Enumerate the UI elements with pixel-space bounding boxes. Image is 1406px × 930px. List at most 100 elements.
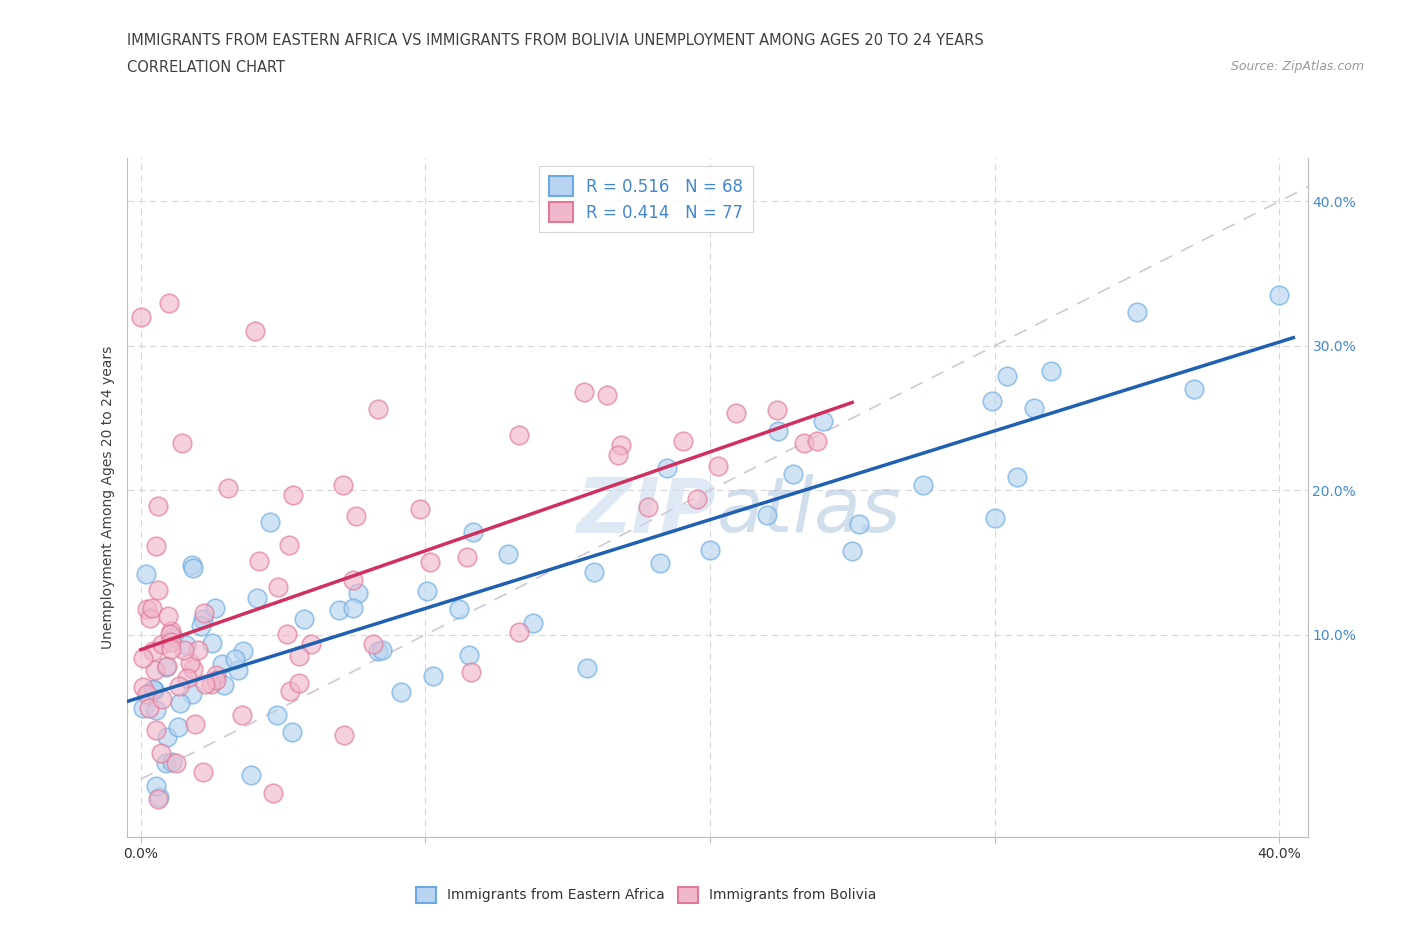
Point [212,678,235,693]
Legend: Immigrants from Eastern Africa, Immigrants from Bolivia: Immigrants from Eastern Africa, Immigran… [411,881,882,908]
Point [145,778,167,793]
Point [136,687,159,702]
Point [131,700,153,715]
Point [243,324,266,339]
Point [463,525,485,539]
Point [706,458,728,473]
Point [342,573,364,588]
Point [361,636,384,651]
Point [146,498,169,513]
Point [162,630,184,644]
Point [156,609,179,624]
Point [699,543,721,558]
Point [160,642,183,657]
Point [136,602,159,617]
Point [447,602,470,617]
Point [159,627,181,642]
Point [259,514,281,529]
Point [1268,287,1291,302]
Point [416,583,439,598]
Point [132,651,155,666]
Point [194,676,217,691]
Point [637,499,659,514]
Point [139,611,162,626]
Point [292,612,315,627]
Point [145,703,167,718]
Point [367,402,389,417]
Text: IMMIGRANTS FROM EASTERN AFRICA VS IMMIGRANTS FROM BOLIVIA UNEMPLOYMENT AMONG AGE: IMMIGRANTS FROM EASTERN AFRICA VS IMMIGR… [127,33,983,47]
Point [347,586,370,601]
Point [278,684,301,699]
Text: ZIP: ZIP [578,474,717,548]
Point [1182,381,1205,396]
Point [183,716,205,731]
Point [232,643,254,658]
Point [166,720,188,735]
Point [204,672,226,687]
Point [167,678,190,693]
Point [191,764,214,779]
Point [170,435,193,450]
Point [508,428,530,443]
Point [180,557,202,572]
Point [145,538,167,553]
Point [768,424,790,439]
Point [607,447,630,462]
Point [135,566,157,581]
Point [422,669,444,684]
Point [980,393,1002,408]
Point [205,667,228,682]
Point [283,487,305,502]
Point [246,591,269,605]
Point [328,603,350,618]
Point [143,683,166,698]
Point [200,677,222,692]
Point [160,754,183,769]
Point [193,605,215,620]
Point [201,635,224,650]
Point [522,616,544,631]
Point [456,550,478,565]
Point [287,648,309,663]
Point [344,508,367,523]
Point [278,538,301,552]
Point [142,644,165,658]
Point [367,644,389,658]
Point [806,434,828,449]
Point [141,601,163,616]
Point [160,623,183,638]
Point [841,544,863,559]
Point [226,662,249,677]
Point [187,643,209,658]
Point [143,663,166,678]
Point [371,643,394,658]
Point [266,579,288,594]
Point [782,466,804,481]
Point [129,310,152,325]
Point [766,402,789,417]
Point [148,583,170,598]
Point [204,600,226,615]
Point [217,481,239,496]
Point [262,786,284,801]
Point [148,790,170,804]
Point [460,665,482,680]
Text: CORRELATION CHART: CORRELATION CHART [127,60,284,75]
Point [793,436,815,451]
Point [576,660,599,675]
Point [155,659,177,674]
Point [755,508,778,523]
Point [150,746,173,761]
Point [1040,364,1063,379]
Point [458,647,481,662]
Point [848,517,870,532]
Point [333,727,356,742]
Point [912,477,935,492]
Point [389,684,412,699]
Point [657,460,679,475]
Point [174,638,197,653]
Point [572,384,595,399]
Point [150,637,173,652]
Point [231,708,253,723]
Point [155,755,177,770]
